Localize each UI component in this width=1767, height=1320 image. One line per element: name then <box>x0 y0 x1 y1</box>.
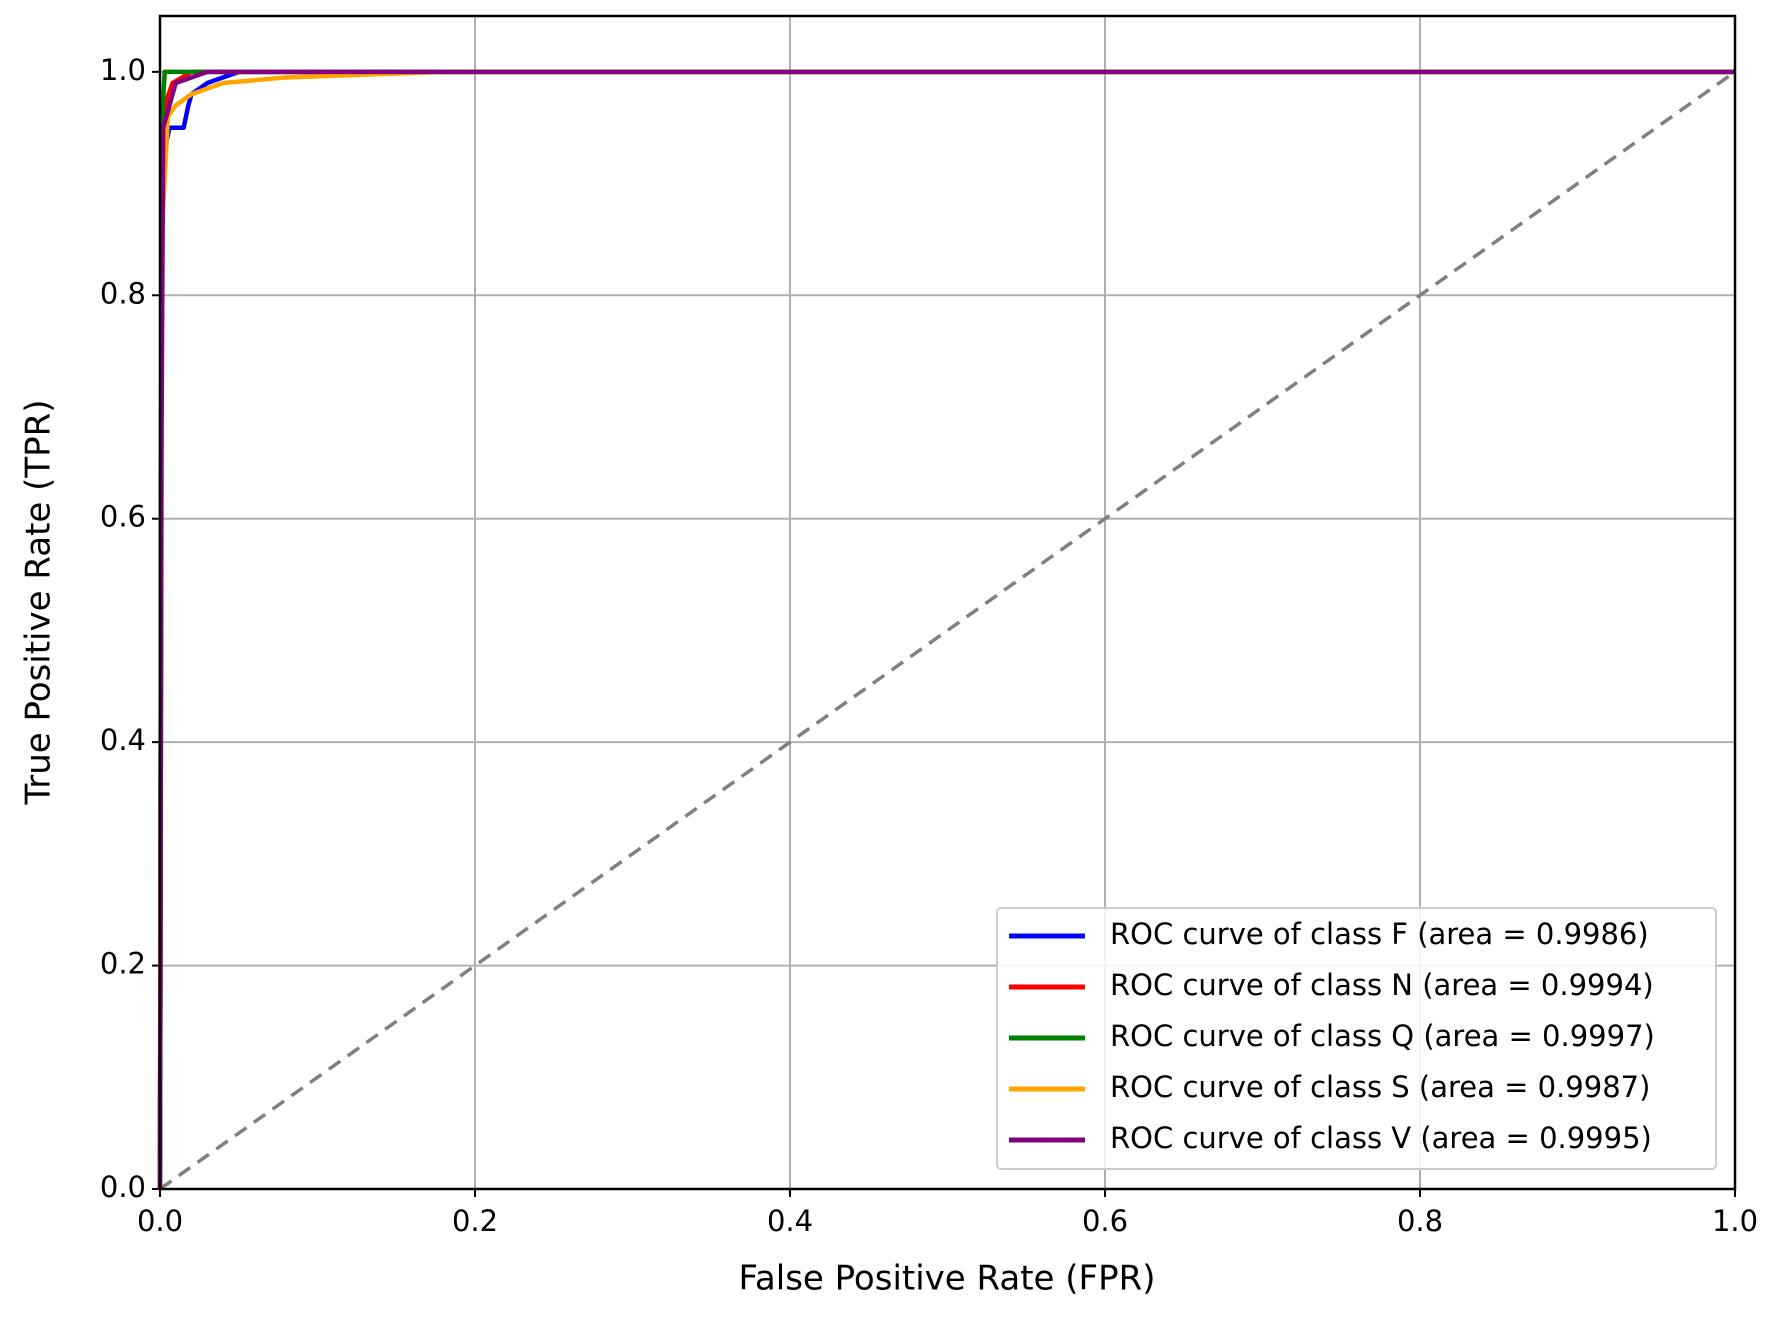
x-tick-label: 0.6 <box>1082 1204 1128 1238</box>
y-tick-label: 0.8 <box>100 276 146 310</box>
x-tick-label: 0.0 <box>137 1204 183 1238</box>
legend-box <box>996 907 1717 1170</box>
y-axis-label: True Positive Rate (TPR) <box>19 399 59 805</box>
y-tick-label: 0.6 <box>100 500 146 534</box>
legend-label: ROC curve of class N (area = 0.9994) <box>1110 968 1654 1002</box>
y-tick-label: 1.0 <box>100 53 146 87</box>
y-tick-label: 0.2 <box>100 947 146 981</box>
x-tick-label: 1.0 <box>1712 1204 1758 1238</box>
x-tick-label: 0.4 <box>767 1204 813 1238</box>
x-axis-label: False Positive Rate (FPR) <box>738 1259 1155 1299</box>
legend-label: ROC curve of class F (area = 0.9986) <box>1110 917 1649 951</box>
x-tick-label: 0.8 <box>1397 1204 1443 1238</box>
roc-curve <box>157 69 1735 1190</box>
plot-frame <box>158 14 1737 1191</box>
y-tick-label: 0.4 <box>100 723 146 757</box>
y-tick-label: 0.0 <box>100 1170 146 1204</box>
legend-label: ROC curve of class Q (area = 0.9997) <box>1110 1019 1655 1053</box>
x-tick-label: 0.2 <box>452 1204 498 1238</box>
legend-label: ROC curve of class V (area = 0.9995) <box>1110 1121 1652 1155</box>
legend-label: ROC curve of class S (area = 0.9987) <box>1110 1070 1650 1104</box>
